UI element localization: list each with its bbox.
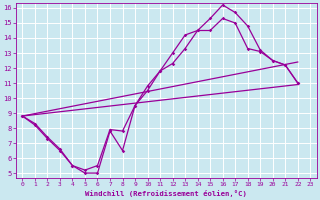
X-axis label: Windchill (Refroidissement éolien,°C): Windchill (Refroidissement éolien,°C) (85, 190, 247, 197)
